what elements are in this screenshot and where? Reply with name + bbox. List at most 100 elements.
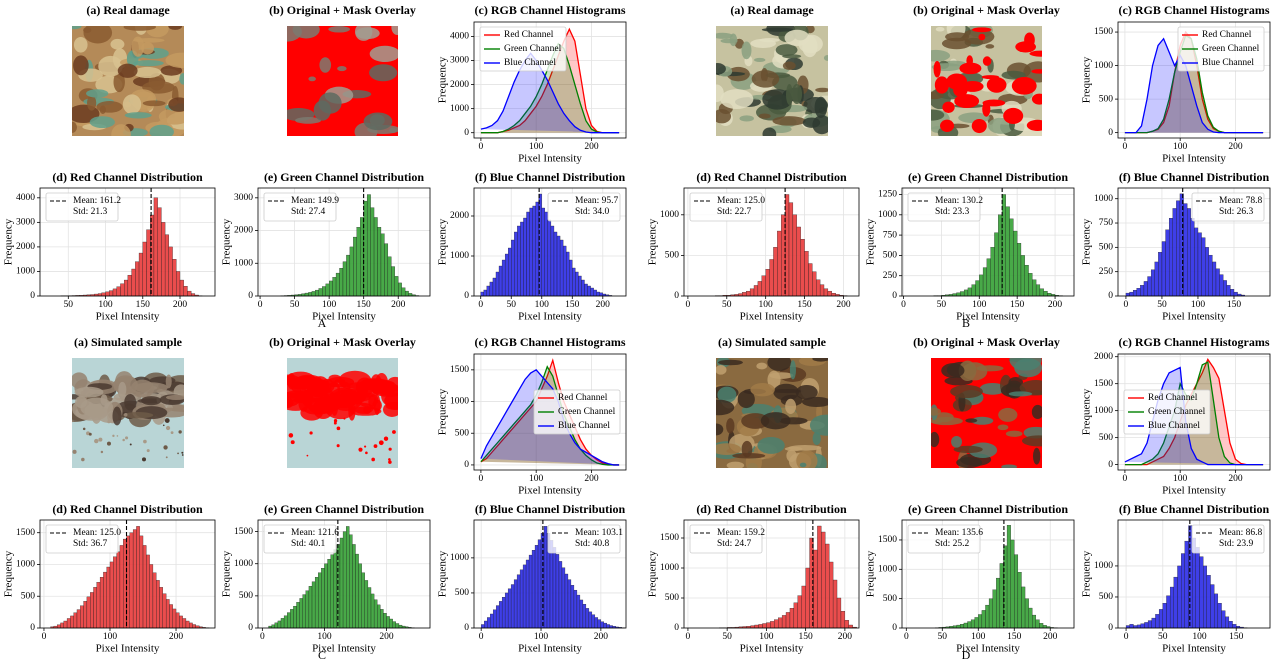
- bar: [304, 292, 309, 297]
- image-patch: [751, 70, 780, 88]
- image-speck: [364, 445, 367, 448]
- bar: [801, 585, 806, 629]
- bar: [813, 549, 818, 629]
- bar: [1205, 247, 1209, 297]
- bar: [587, 285, 591, 297]
- image-patch: [951, 435, 962, 448]
- image-patch: [72, 26, 82, 30]
- bar: [581, 279, 585, 297]
- image-patch: [762, 127, 777, 136]
- bar: [481, 624, 485, 629]
- x-tick-label: 100: [529, 474, 544, 484]
- image-patch: [750, 38, 776, 48]
- bar: [1014, 554, 1019, 629]
- bar: [339, 537, 344, 629]
- bar: [994, 232, 999, 297]
- bar: [176, 271, 181, 297]
- bar: [1199, 556, 1204, 629]
- image-patch: [985, 44, 995, 49]
- bar: [848, 624, 853, 629]
- bar: [831, 293, 836, 297]
- bar: [73, 612, 78, 629]
- y-tick-label: 500: [1099, 433, 1114, 443]
- image-patch: [767, 358, 792, 371]
- y-tick-label: 1000: [450, 397, 469, 407]
- y-tick-label: 1000: [234, 258, 253, 268]
- image-speck: [388, 458, 391, 461]
- bar: [975, 280, 980, 297]
- bar: [342, 531, 347, 629]
- y-tick-label: 1500: [1094, 379, 1113, 389]
- mask-region: [954, 94, 980, 109]
- image-patch: [772, 116, 806, 126]
- bar: [314, 577, 319, 629]
- bar: [1147, 276, 1152, 297]
- image-patch: [83, 26, 113, 44]
- x-tick-label: 0: [258, 300, 263, 310]
- y-tick-label: 0: [674, 623, 679, 633]
- image-speck: [383, 436, 389, 441]
- mask-region: [982, 56, 992, 66]
- line: [480, 358, 620, 466]
- legend-label: Blue Channel: [504, 58, 556, 68]
- bar: [778, 617, 783, 629]
- image-patch: [739, 115, 754, 122]
- bar: [774, 619, 779, 629]
- y-tick-label: 0: [464, 623, 469, 633]
- image-patch: [785, 398, 797, 414]
- bar: [979, 274, 984, 297]
- image-speck: [365, 451, 368, 455]
- bar: [1017, 572, 1022, 629]
- image-speck: [129, 443, 132, 446]
- image-speck: [106, 441, 111, 446]
- image-patch: [931, 416, 963, 426]
- legend-box: [1191, 524, 1265, 554]
- legend-label: Green Channel: [1148, 407, 1206, 417]
- bar: [606, 624, 610, 629]
- bar: [1158, 252, 1163, 297]
- x-axis-label: Pixel Intensity: [956, 643, 1020, 655]
- bar: [1165, 229, 1170, 297]
- legend-box: [1191, 192, 1265, 222]
- y-axis-label: Frequency: [647, 218, 659, 265]
- bar: [377, 227, 382, 297]
- image-patch: [979, 382, 1006, 395]
- image-patch: [782, 61, 796, 70]
- bar: [187, 290, 192, 297]
- image-patch: [716, 365, 727, 375]
- x-axis-label: Pixel Intensity: [1162, 643, 1226, 655]
- y-tick-label: 1000: [660, 563, 679, 573]
- image-patch: [720, 89, 754, 110]
- y-tick-label: 0: [248, 623, 253, 633]
- x-tick-label: 150: [1229, 632, 1244, 642]
- image-patch: [750, 382, 775, 397]
- image-patch: [328, 374, 342, 383]
- image-patch: [72, 372, 88, 389]
- image-speck: [181, 454, 184, 456]
- bar: [998, 214, 1003, 297]
- bar: [1125, 292, 1130, 297]
- image-patch: [716, 32, 733, 39]
- legend-label: Mean: 161.2: [73, 196, 121, 206]
- legend-box: [479, 26, 567, 72]
- bar: [526, 211, 530, 297]
- bar: [1129, 624, 1134, 629]
- chart-title: (e) Green Channel Distribution: [264, 170, 424, 184]
- image-patch: [935, 27, 945, 32]
- y-axis-label: Frequency: [437, 388, 449, 435]
- bar: [277, 620, 282, 629]
- x-tick-label: 50: [1157, 300, 1167, 310]
- image-patch: [965, 418, 978, 423]
- image-patch: [1032, 447, 1041, 465]
- axes-frame: [39, 187, 216, 297]
- bar: [1187, 208, 1191, 297]
- bar: [556, 235, 561, 297]
- mask-region: [1024, 32, 1035, 48]
- image-speck: [388, 460, 392, 464]
- bar: [797, 595, 802, 629]
- bar: [1203, 565, 1208, 629]
- legend-label: Red Channel: [558, 393, 608, 403]
- bar: [318, 288, 323, 297]
- image-patch: [86, 89, 109, 98]
- bar: [528, 554, 533, 629]
